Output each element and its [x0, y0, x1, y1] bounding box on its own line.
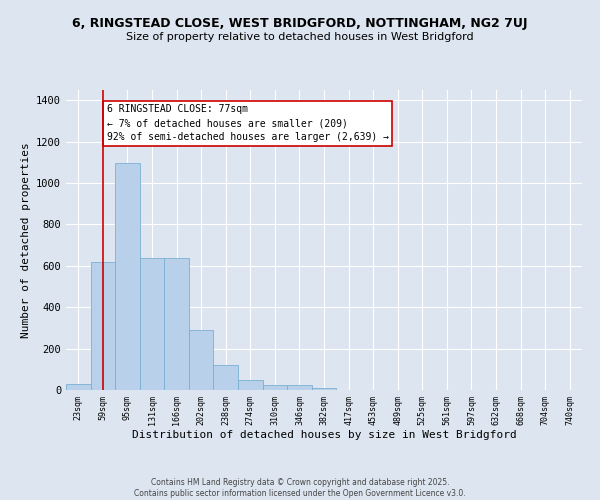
Bar — [312, 388, 336, 390]
Bar — [91, 262, 115, 390]
Bar — [115, 164, 140, 390]
X-axis label: Distribution of detached houses by size in West Bridgford: Distribution of detached houses by size … — [131, 430, 517, 440]
Bar — [287, 386, 312, 390]
Text: 6, RINGSTEAD CLOSE, WEST BRIDGFORD, NOTTINGHAM, NG2 7UJ: 6, RINGSTEAD CLOSE, WEST BRIDGFORD, NOTT… — [72, 18, 528, 30]
Bar — [263, 386, 287, 390]
Bar — [189, 330, 214, 390]
Text: Size of property relative to detached houses in West Bridgford: Size of property relative to detached ho… — [126, 32, 474, 42]
Bar — [238, 380, 263, 390]
Bar — [164, 258, 189, 390]
Text: 6 RINGSTEAD CLOSE: 77sqm
← 7% of detached houses are smaller (209)
92% of semi-d: 6 RINGSTEAD CLOSE: 77sqm ← 7% of detache… — [107, 104, 389, 142]
Bar — [66, 384, 91, 390]
Text: Contains HM Land Registry data © Crown copyright and database right 2025.
Contai: Contains HM Land Registry data © Crown c… — [134, 478, 466, 498]
Bar — [214, 365, 238, 390]
Bar — [140, 258, 164, 390]
Y-axis label: Number of detached properties: Number of detached properties — [20, 142, 31, 338]
